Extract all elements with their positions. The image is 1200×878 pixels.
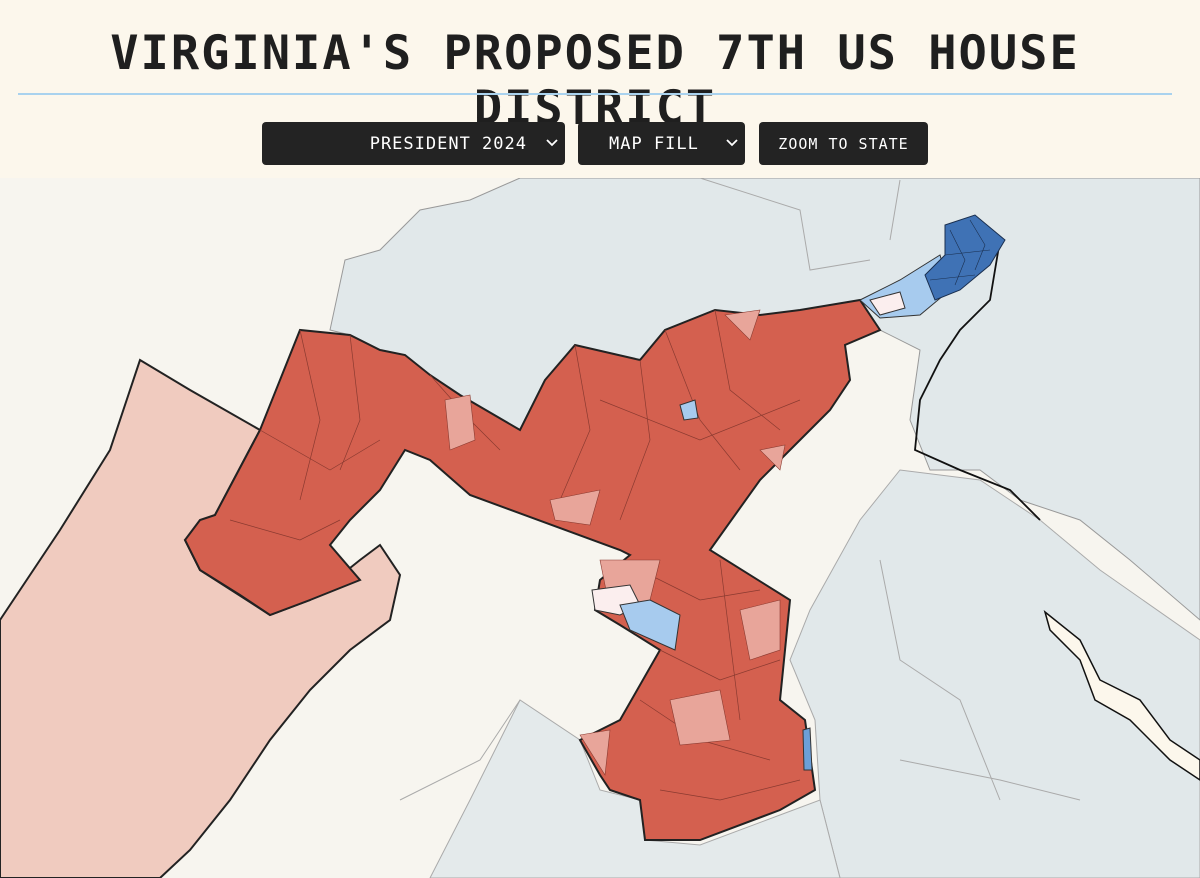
county-lines <box>399 178 1081 801</box>
mode-select[interactable]: MAP FILL <box>578 122 745 165</box>
zoom-label: ZOOM TO STATE <box>778 134 909 153</box>
election-label: PRESIDENT 2024 <box>369 133 527 154</box>
election-select[interactable]: PRESIDENT 2024 <box>262 122 565 165</box>
title-rule <box>18 93 1172 95</box>
precinct-cluster <box>924 214 1006 301</box>
precinct-cluster <box>869 291 906 316</box>
chevron <box>726 139 738 147</box>
map <box>0 178 1200 878</box>
zoom-button[interactable]: ZOOM TO STATE <box>759 122 928 165</box>
county-region <box>0 358 402 878</box>
precinct-blue <box>679 399 699 421</box>
page-title: VIRGINIA'S PROPOSED 7TH US HOUSE DISTRIC… <box>110 26 1080 136</box>
precinct-blue <box>619 599 681 651</box>
mode-label: MAP FILL <box>609 133 699 154</box>
precinct-blue <box>802 727 813 771</box>
chevron <box>546 139 558 147</box>
precinct-light <box>444 309 786 776</box>
precinct-lines <box>929 219 991 286</box>
river <box>1043 609 1200 781</box>
river <box>914 239 1041 521</box>
county-region <box>789 469 1200 878</box>
precinct-lines <box>229 309 801 801</box>
